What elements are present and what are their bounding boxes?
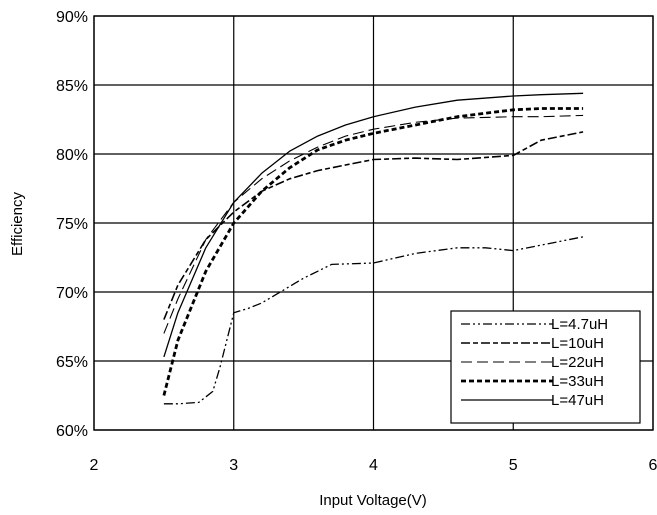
- y-axis-label: Efficiency: [9, 192, 26, 256]
- y-axis-ticks: 60% 65% 70% 75% 80% 85% 90%: [56, 9, 88, 440]
- y-tick-label: 85%: [56, 78, 88, 95]
- x-tick-label: 2: [90, 457, 99, 474]
- series-line-3: [163, 114, 584, 334]
- y-tick-label: 80%: [56, 147, 88, 164]
- y-tick-label: 75%: [56, 216, 88, 233]
- legend-box: [450, 310, 641, 424]
- series-lines: [162, 92, 584, 405]
- series-line-1: [163, 236, 584, 405]
- legend-label: L=47uH: [551, 392, 604, 409]
- series-line-2: [163, 131, 584, 320]
- legend-label: L=10uH: [551, 335, 604, 352]
- x-tick-label: 4: [369, 457, 378, 474]
- x-tick-label: 3: [229, 457, 238, 474]
- series-line-5: [163, 92, 584, 358]
- plot-area-frame: [93, 15, 654, 431]
- y-tick-label: 65%: [56, 354, 88, 371]
- x-tick-label: 5: [509, 457, 518, 474]
- legend-label: L=4.7uH: [551, 316, 608, 333]
- y-tick-label: 60%: [56, 423, 88, 440]
- legend-label: L=33uH: [551, 373, 604, 390]
- x-axis-ticks: 2 3 4 5 6: [90, 457, 657, 474]
- y-tick-label: 90%: [56, 9, 88, 26]
- x-axis-label: Input Voltage(V): [319, 492, 427, 509]
- legend: L=4.7uH L=10uH L=22uH L=33uH L=47uH: [450, 310, 641, 424]
- series-line-4: [162, 107, 584, 396]
- x-tick-label: 6: [649, 457, 657, 474]
- y-tick-label: 70%: [56, 285, 88, 302]
- legend-label: L=22uH: [551, 354, 604, 371]
- plot-border: [93, 15, 654, 431]
